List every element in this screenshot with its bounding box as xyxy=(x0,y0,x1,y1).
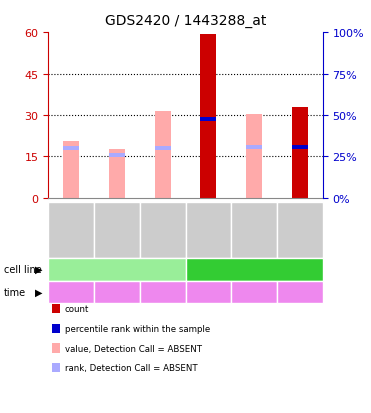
Text: GSM124868: GSM124868 xyxy=(112,207,121,253)
Text: ▶: ▶ xyxy=(35,264,43,275)
Text: 24 h: 24 h xyxy=(290,288,309,297)
Bar xyxy=(246,114,262,198)
Bar xyxy=(246,145,262,150)
Text: cell line: cell line xyxy=(4,264,42,275)
Text: rank, Detection Call = ABSENT: rank, Detection Call = ABSENT xyxy=(65,363,197,373)
Bar xyxy=(109,150,125,198)
Text: GSM124865: GSM124865 xyxy=(250,207,259,253)
Text: GSM124867: GSM124867 xyxy=(295,207,304,253)
Bar xyxy=(200,34,216,198)
Bar xyxy=(109,154,125,158)
Text: 24 h: 24 h xyxy=(153,288,172,297)
Text: deltaNp73alpha: deltaNp73alpha xyxy=(215,264,293,275)
Text: percentile rank within the sample: percentile rank within the sample xyxy=(65,324,210,333)
Bar xyxy=(63,142,79,198)
Bar xyxy=(155,112,171,198)
Bar xyxy=(63,147,79,151)
Text: mock: mock xyxy=(104,264,130,275)
Text: control: control xyxy=(56,288,86,297)
Text: 6 h: 6 h xyxy=(110,288,124,297)
Text: control: control xyxy=(194,288,223,297)
Bar xyxy=(292,145,308,150)
Text: ▶: ▶ xyxy=(35,287,43,297)
Text: time: time xyxy=(4,287,26,297)
Text: value, Detection Call = ABSENT: value, Detection Call = ABSENT xyxy=(65,344,201,353)
Text: GSM124866: GSM124866 xyxy=(158,207,167,253)
Bar xyxy=(155,147,171,151)
Text: GSM124864: GSM124864 xyxy=(204,207,213,253)
Bar xyxy=(292,107,308,198)
Text: 6 h: 6 h xyxy=(247,288,261,297)
Text: GSM124854: GSM124854 xyxy=(67,207,76,253)
Bar xyxy=(200,118,216,122)
Text: count: count xyxy=(65,304,89,313)
Text: GDS2420 / 1443288_at: GDS2420 / 1443288_at xyxy=(105,14,266,28)
